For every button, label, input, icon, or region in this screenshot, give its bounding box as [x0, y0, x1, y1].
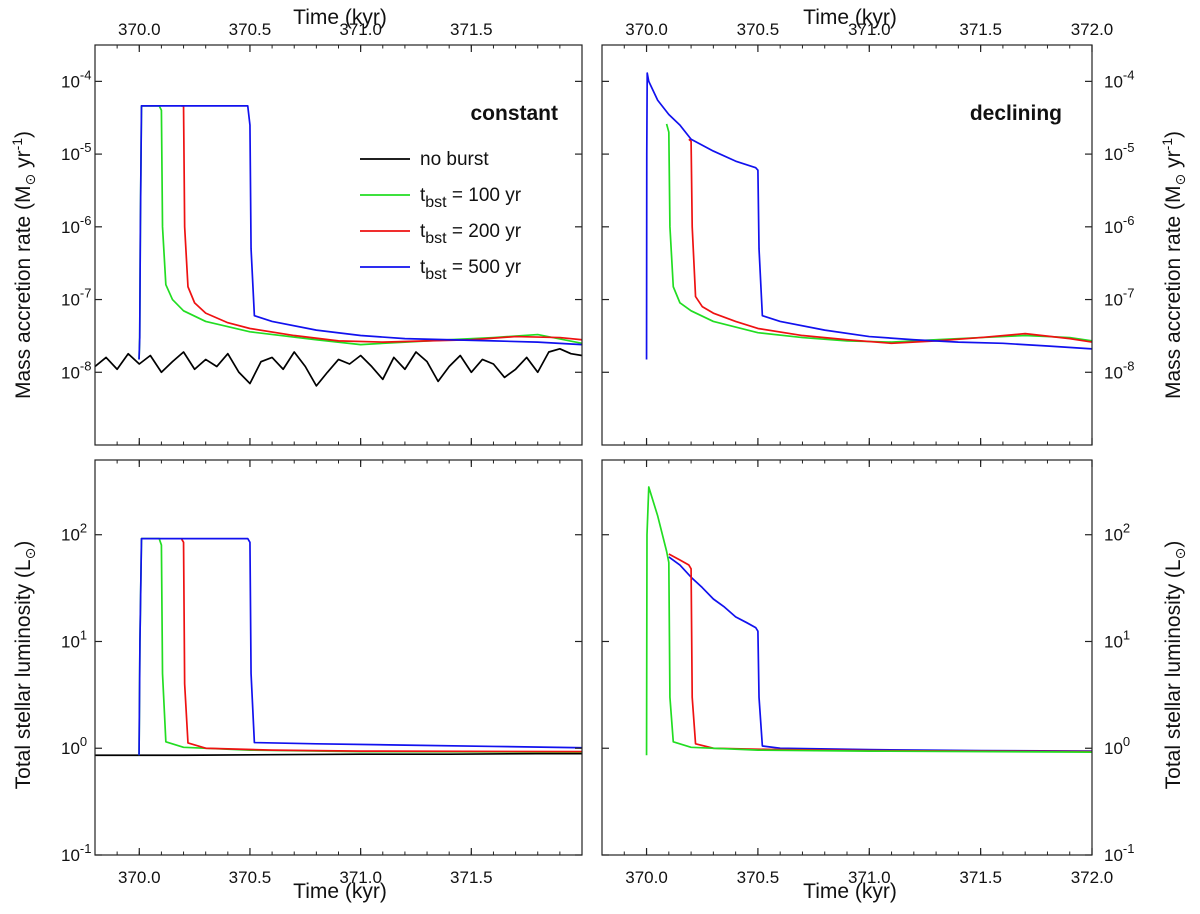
x-tick-label: 371.5	[450, 868, 493, 887]
x-tick-label: 370.0	[118, 20, 161, 39]
y-tick-label: 101	[61, 627, 87, 651]
x-tick-label: 371.0	[848, 868, 891, 887]
series-line-t100	[665, 123, 1092, 343]
legend-label: tbst = 500 yr	[420, 257, 522, 283]
y-tick-label: 100	[1104, 734, 1130, 758]
series-line-t200	[181, 105, 582, 343]
legend-label: tbst = 100 yr	[420, 185, 522, 211]
series-line-t100	[645, 486, 1092, 756]
series-line-t500	[645, 72, 1092, 360]
series-line-t200	[180, 538, 582, 753]
series-line-t200	[668, 553, 1092, 753]
y-tick-label: 100	[61, 734, 87, 758]
left-mdot-title: Mass accretion rate (M⊙ yr-1)	[9, 131, 38, 399]
panel-luminosity-constant: 370.0 370.5 371.0 371.5 10-1 100 101 102	[61, 459, 583, 887]
series-line-t500	[668, 556, 1092, 752]
panel-luminosity-declining: 370.0 370.5 371.0 371.5 372.0 10-1 100 101 102	[601, 459, 1134, 887]
x-tick-label: 370.5	[737, 20, 780, 39]
series-line-no_burst	[95, 752, 582, 757]
top-right-time-title: Time (kyr)	[803, 6, 897, 29]
x-tick-label: 371.5	[959, 20, 1002, 39]
x-tick-label: 372.0	[1071, 868, 1114, 887]
plot-frame	[94, 459, 583, 856]
legend-item-t100: tbst = 100 yr	[360, 185, 522, 211]
y-tick-label: 101	[1104, 627, 1130, 651]
y-tick-label: 10-6	[1104, 213, 1134, 237]
y-tick-label: 10-7	[61, 286, 91, 310]
y-tick-label: 102	[61, 521, 87, 545]
x-tick-label: 371.0	[339, 20, 382, 39]
y-tick-label: 10-5	[1104, 140, 1134, 164]
y-tick-label: 10-5	[61, 140, 91, 164]
y-tick-label: 10-8	[1104, 358, 1134, 382]
legend-label: tbst = 200 yr	[420, 221, 522, 247]
x-tick-label: 370.0	[625, 868, 668, 887]
right-lum-title: Total stellar luminosity (L⊙)	[1162, 541, 1188, 790]
panel-label-constant: constant	[470, 102, 558, 125]
x-tick-label: 370.5	[737, 868, 780, 887]
series-line-no_burst	[95, 347, 582, 387]
x-tick-label: 370.0	[118, 868, 161, 887]
legend-item-no_burst: no burst	[360, 149, 489, 170]
y-tick-label: 10-6	[61, 213, 91, 237]
x-tick-label: 370.5	[229, 20, 272, 39]
y-tick-label: 10-8	[61, 358, 91, 382]
series-line-t200	[688, 138, 1092, 345]
series-line-t500	[138, 105, 582, 360]
legend-label: no burst	[420, 149, 489, 170]
top-left-time-title: Time (kyr)	[293, 6, 387, 29]
y-tick-label: 10-4	[61, 67, 91, 91]
legend: no burst tbst = 100 yr tbst = 200 yr tbst =…	[360, 149, 522, 283]
x-tick-label: 370.0	[625, 20, 668, 39]
y-tick-label: 102	[1104, 521, 1130, 545]
plot-frame	[601, 459, 1093, 856]
x-tick-label: 371.0	[339, 868, 382, 887]
right-mdot-title: Mass accretion rate (M⊙ yr-1)	[1159, 131, 1188, 399]
left-lum-title: Total stellar luminosity (L⊙)	[12, 541, 38, 790]
series-line-t500	[138, 537, 582, 756]
y-tick-label: 10-1	[1104, 841, 1134, 865]
y-tick-label: 10-7	[1104, 286, 1134, 310]
x-tick-label: 371.5	[450, 20, 493, 39]
x-tick-label: 371.5	[959, 868, 1002, 887]
x-tick-label: 371.0	[848, 20, 891, 39]
panel-mass-accretion-declining: 370.0 370.5 371.0 371.5 372.0 10-8 10-7 10-6 10-…	[601, 20, 1134, 446]
panel-mass-accretion-constant: 370.0 370.5 371.0 371.5 10-8 10-7 10-6 10-5 10-4	[61, 20, 583, 446]
x-tick-label: 370.5	[229, 868, 272, 887]
legend-item-t200: tbst = 200 yr	[360, 221, 522, 247]
y-tick-label: 10-4	[1104, 67, 1134, 91]
bottom-left-time-title: Time (kyr)	[293, 880, 387, 903]
legend-item-t500: tbst = 500 yr	[360, 257, 522, 283]
panel-label-declining: declining	[970, 102, 1062, 125]
y-tick-label: 10-1	[61, 841, 91, 865]
x-tick-label: 372.0	[1071, 20, 1114, 39]
series-line-t100	[138, 537, 582, 756]
bottom-right-time-title: Time (kyr)	[803, 880, 897, 903]
